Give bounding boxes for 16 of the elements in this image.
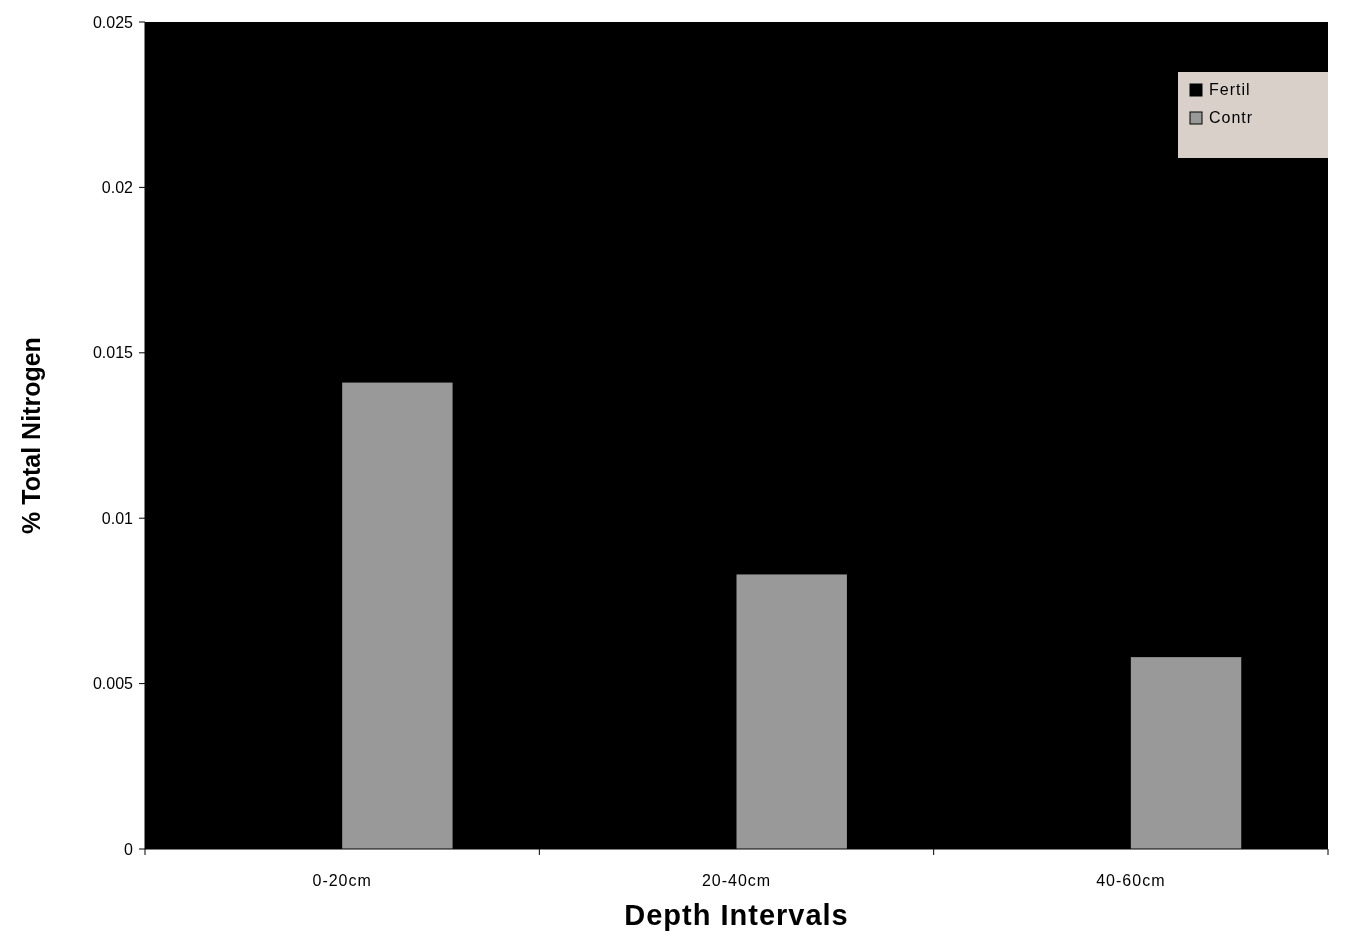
x-tick-label: 20-40cm [701, 872, 772, 889]
y-tick-label: 0 [124, 840, 134, 858]
y-tick-label: 0.02 [101, 179, 134, 196]
y-tick-label: 0.01 [101, 509, 134, 527]
bar [1130, 657, 1242, 849]
y-axis-title: % Total Nitrogen [17, 337, 45, 534]
y-tick-label: 0.025 [92, 13, 134, 31]
bar [342, 382, 453, 849]
x-tick-label: 0-20cm [312, 872, 372, 889]
bar [736, 574, 847, 849]
y-tick-label: 0.015 [92, 344, 134, 362]
x-axis-title: Depth Intervals [624, 899, 849, 931]
legend-label: Fertil [1209, 81, 1251, 98]
x-tick-label: 40-60cm [1096, 872, 1166, 889]
legend-label: Contr [1209, 109, 1254, 126]
y-tick-label: 0.005 [92, 675, 134, 693]
